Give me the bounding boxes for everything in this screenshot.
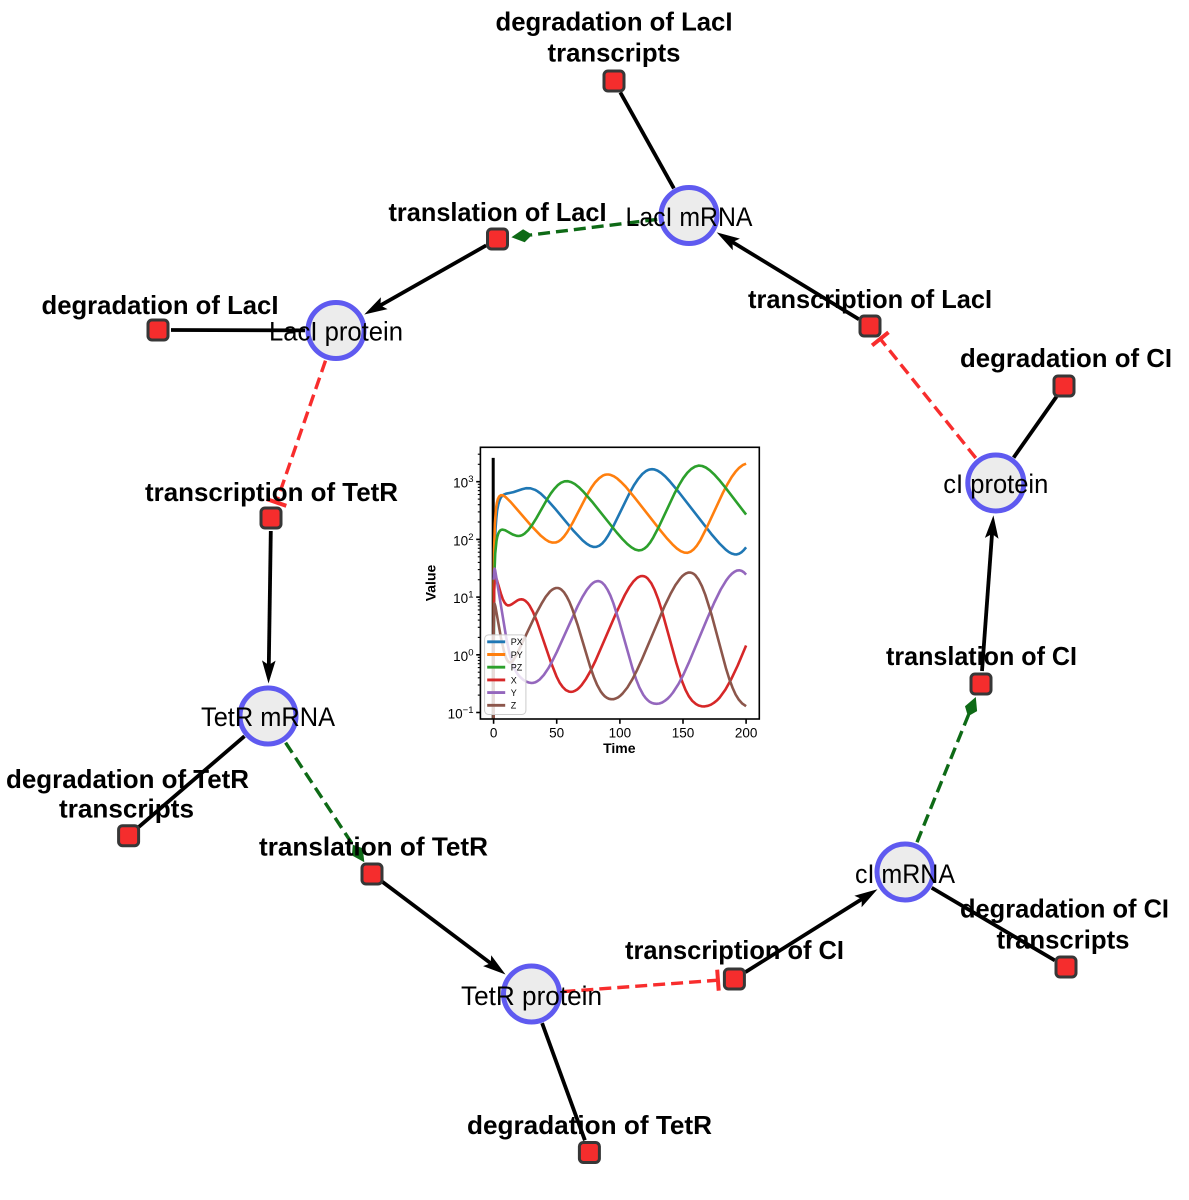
svg-text:transcripts: transcripts bbox=[59, 793, 194, 823]
svg-text:degradation of CI: degradation of CI bbox=[960, 894, 1169, 924]
svg-text:transcription of CI: transcription of CI bbox=[625, 935, 844, 965]
svg-text:Time: Time bbox=[603, 740, 636, 756]
svg-text:LacI protein: LacI protein bbox=[269, 317, 403, 347]
svg-text:PZ: PZ bbox=[511, 663, 523, 673]
svg-text:degradation of LacI: degradation of LacI bbox=[42, 290, 279, 320]
svg-text:50: 50 bbox=[549, 725, 564, 740]
svg-text:cI mRNA: cI mRNA bbox=[855, 859, 955, 889]
svg-text:Y: Y bbox=[511, 688, 517, 698]
svg-text:transcripts: transcripts bbox=[997, 924, 1130, 954]
svg-text:LacI mRNA: LacI mRNA bbox=[626, 202, 753, 232]
svg-text:PX: PX bbox=[511, 637, 523, 647]
svg-text:degradation of CI: degradation of CI bbox=[960, 343, 1172, 373]
svg-text:degradation of LacI: degradation of LacI bbox=[496, 7, 733, 37]
svg-text:Value: Value bbox=[423, 565, 439, 602]
svg-text:TetR mRNA: TetR mRNA bbox=[201, 702, 335, 732]
svg-text:transcription of LacI: transcription of LacI bbox=[748, 284, 992, 314]
svg-text:degradation of TetR: degradation of TetR bbox=[6, 764, 249, 794]
svg-text:0: 0 bbox=[490, 725, 498, 740]
svg-text:100: 100 bbox=[609, 725, 632, 740]
svg-text:translation of TetR: translation of TetR bbox=[259, 832, 488, 862]
svg-text:translation of LacI: translation of LacI bbox=[389, 197, 607, 227]
svg-text:cI protein: cI protein bbox=[943, 469, 1048, 499]
svg-text:transcripts: transcripts bbox=[548, 38, 681, 68]
svg-text:translation of CI: translation of CI bbox=[886, 641, 1077, 671]
svg-text:PY: PY bbox=[511, 650, 523, 660]
svg-text:200: 200 bbox=[735, 725, 758, 740]
svg-text:TetR protein: TetR protein bbox=[461, 981, 602, 1011]
svg-text:Z: Z bbox=[511, 701, 517, 711]
svg-text:150: 150 bbox=[672, 725, 695, 740]
svg-text:transcription of TetR: transcription of TetR bbox=[145, 477, 398, 507]
svg-text:X: X bbox=[511, 675, 517, 685]
svg-text:degradation of TetR: degradation of TetR bbox=[467, 1110, 712, 1140]
